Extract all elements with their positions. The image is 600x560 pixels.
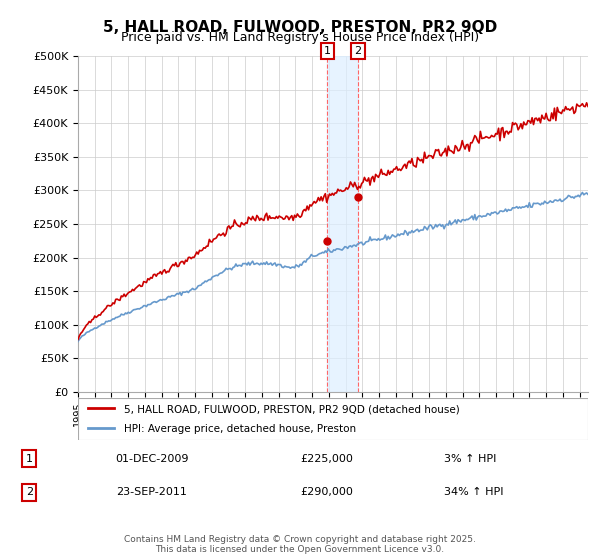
- Text: Price paid vs. HM Land Registry's House Price Index (HPI): Price paid vs. HM Land Registry's House …: [121, 31, 479, 44]
- Text: 01-DEC-2009: 01-DEC-2009: [116, 454, 189, 464]
- FancyBboxPatch shape: [78, 398, 588, 440]
- Text: 5, HALL ROAD, FULWOOD, PRESTON, PR2 9QD (detached house): 5, HALL ROAD, FULWOOD, PRESTON, PR2 9QD …: [124, 404, 460, 414]
- Text: 3% ↑ HPI: 3% ↑ HPI: [444, 454, 496, 464]
- Text: HPI: Average price, detached house, Preston: HPI: Average price, detached house, Pres…: [124, 424, 356, 434]
- Text: 2: 2: [354, 46, 361, 56]
- Text: £290,000: £290,000: [300, 487, 353, 497]
- Text: 1: 1: [26, 454, 33, 464]
- Text: 5, HALL ROAD, FULWOOD, PRESTON, PR2 9QD: 5, HALL ROAD, FULWOOD, PRESTON, PR2 9QD: [103, 20, 497, 35]
- Text: 1: 1: [324, 46, 331, 56]
- Bar: [328, 56, 358, 392]
- Text: Contains HM Land Registry data © Crown copyright and database right 2025.
This d: Contains HM Land Registry data © Crown c…: [124, 535, 476, 554]
- Text: 34% ↑ HPI: 34% ↑ HPI: [444, 487, 503, 497]
- Text: 2: 2: [26, 487, 33, 497]
- Text: 23-SEP-2011: 23-SEP-2011: [116, 487, 187, 497]
- Text: £225,000: £225,000: [300, 454, 353, 464]
